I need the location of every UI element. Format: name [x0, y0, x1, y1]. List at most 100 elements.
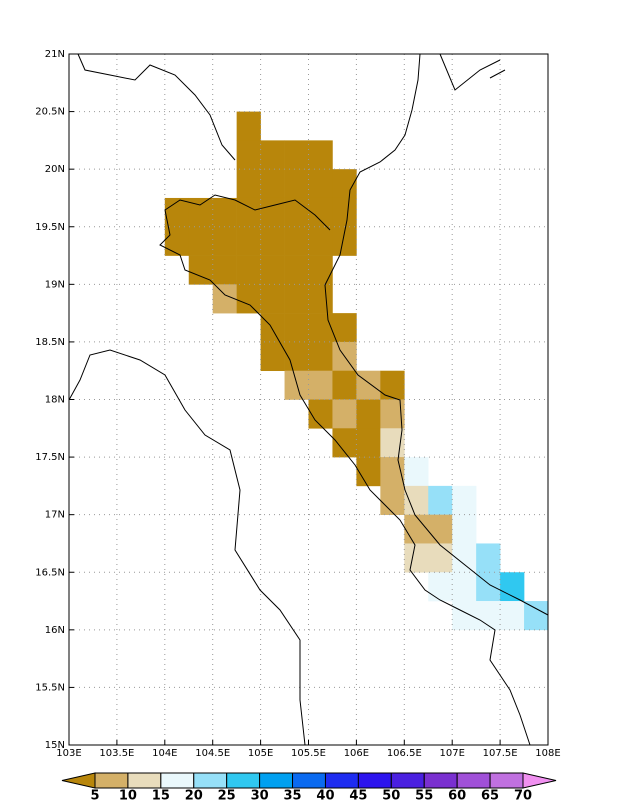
- cell: [260, 341, 285, 372]
- cell: [332, 399, 357, 429]
- cell: [404, 485, 429, 515]
- colorbar-label: 15: [152, 789, 170, 800]
- cell: [452, 485, 477, 515]
- colorbar-extend-high: [522, 772, 557, 789]
- y-tick-label: 21N: [45, 49, 65, 60]
- ticks: 103E 103.5E 104E 104.5E 105E 105.5E 106E 106.5E…: [35, 49, 560, 759]
- cell: [308, 399, 333, 429]
- colorbar-label: 35: [283, 789, 301, 800]
- y-tick-label: 17.5N: [35, 452, 65, 463]
- y-tick-label: 18N: [45, 395, 65, 406]
- x-tick-label: 104E: [152, 748, 177, 759]
- x-tick-label: 105E: [248, 748, 273, 759]
- y-tick-label: 15N: [45, 740, 65, 751]
- cell: [524, 601, 549, 631]
- coastlines: [68, 53, 549, 746]
- x-tick-label: 103.5E: [99, 748, 134, 759]
- cell: [260, 169, 285, 199]
- cell: [260, 255, 285, 285]
- cell: [308, 370, 333, 400]
- cell: [308, 255, 333, 285]
- border: [159, 209, 531, 746]
- cell: [284, 226, 309, 256]
- cell: [380, 370, 405, 400]
- cell: [212, 226, 237, 256]
- x-tick-label: 106.5E: [387, 748, 422, 759]
- cell: [236, 111, 261, 141]
- x-tick-label: 107.5E: [483, 748, 518, 759]
- cell: [284, 169, 309, 199]
- cell: [164, 226, 190, 256]
- cell: [188, 226, 213, 256]
- colorbar-box: [489, 772, 524, 789]
- cell: [260, 197, 285, 228]
- colorbar-box: [324, 772, 359, 789]
- cell: [428, 514, 453, 544]
- cell: [308, 226, 333, 256]
- colorbar-label: 40: [316, 789, 334, 800]
- border: [77, 53, 331, 231]
- border: [68, 349, 306, 746]
- colorbar-box: [94, 772, 129, 789]
- cell: [404, 514, 429, 544]
- cell: [332, 313, 357, 343]
- cell: [308, 140, 333, 170]
- colorbar-box: [127, 772, 162, 789]
- cell: [380, 485, 405, 515]
- colorbar-label: 50: [382, 789, 400, 800]
- x-tick-label: 106E: [344, 748, 369, 759]
- cell: [332, 197, 357, 228]
- colorbar-box: [193, 772, 228, 789]
- y-tick-label: 20N: [45, 164, 65, 175]
- cell: [428, 572, 453, 602]
- colorbar-extend-low: [61, 772, 96, 789]
- cell: [284, 284, 309, 314]
- cell: [236, 255, 261, 285]
- y-tick-label: 20.5N: [35, 107, 65, 118]
- cell: [308, 284, 333, 314]
- colorbar-label: 45: [349, 789, 367, 800]
- cell: [476, 543, 501, 573]
- x-tick-label: 104.5E: [195, 748, 230, 759]
- colorbar-label: 70: [514, 789, 532, 800]
- colorbar-label: 65: [481, 789, 499, 800]
- cell: [212, 284, 237, 314]
- cell: [260, 284, 285, 314]
- cell: [284, 140, 309, 170]
- cell: [356, 428, 381, 458]
- cell: [428, 485, 453, 515]
- cell: [260, 140, 285, 170]
- cell: [308, 169, 333, 199]
- cell: [284, 255, 309, 285]
- y-tick-label: 19N: [45, 279, 65, 290]
- colorbar-label: 5: [90, 789, 99, 800]
- cell: [284, 197, 309, 228]
- cell: [452, 572, 477, 602]
- y-tick-label: 16N: [45, 625, 65, 636]
- colorbar-box: [390, 772, 425, 789]
- cell: [380, 428, 405, 458]
- colorbar-box: [292, 772, 326, 789]
- cell: [308, 197, 333, 228]
- cell: [356, 370, 381, 400]
- cell: [332, 169, 357, 199]
- x-tick-label: 103E: [56, 748, 81, 759]
- cell: [308, 313, 333, 343]
- colorbar-box: [160, 772, 195, 789]
- cell: [452, 601, 477, 631]
- cell: [500, 601, 525, 631]
- cell: [500, 572, 525, 602]
- cell: [404, 543, 429, 573]
- cell: [212, 197, 237, 228]
- cell: [236, 140, 261, 170]
- colorbar-box: [423, 772, 458, 789]
- cell: [404, 457, 429, 487]
- cell: [260, 313, 285, 343]
- cell: [284, 341, 309, 372]
- cell: [188, 197, 213, 228]
- cell: [308, 341, 333, 372]
- colorbar: 5 10 15 20 25 30 35 40 45 50 55 60 65 70: [61, 772, 557, 800]
- colorbar-label: 30: [251, 789, 269, 800]
- y-tick-label: 15.5N: [35, 682, 65, 693]
